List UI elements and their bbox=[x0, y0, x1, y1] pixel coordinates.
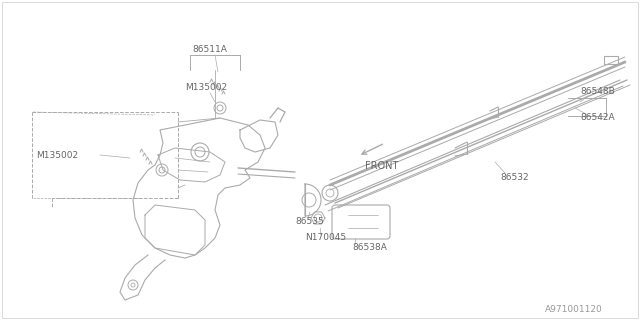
Text: M135002: M135002 bbox=[185, 84, 227, 92]
Text: 86511A: 86511A bbox=[192, 45, 227, 54]
Text: 86542A: 86542A bbox=[580, 114, 614, 123]
Text: A971001120: A971001120 bbox=[545, 306, 603, 315]
FancyBboxPatch shape bbox=[332, 205, 390, 239]
Text: FRONT: FRONT bbox=[365, 161, 398, 171]
Text: N170045: N170045 bbox=[305, 234, 346, 243]
Text: 86532: 86532 bbox=[500, 173, 529, 182]
Text: 86535: 86535 bbox=[295, 218, 324, 227]
Bar bbox=[604, 56, 618, 64]
Text: 86548B: 86548B bbox=[580, 87, 615, 97]
Text: 86538A: 86538A bbox=[352, 244, 387, 252]
Text: M135002: M135002 bbox=[36, 150, 78, 159]
